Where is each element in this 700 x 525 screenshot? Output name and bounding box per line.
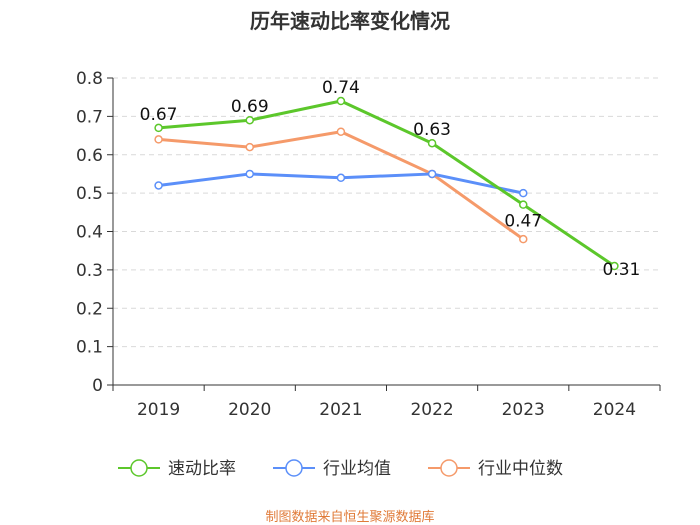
series-layer (154, 96, 619, 271)
y-tick-label: 0.4 (76, 223, 103, 243)
y-tick-label: 0.2 (76, 299, 103, 319)
series-point-1 (336, 96, 346, 106)
axes: 0 0.1 0.2 0.3 0.4 0.5 0.6 0.7 0.8 2019 2020 2021 202… (76, 69, 661, 420)
series-point-3 (336, 127, 346, 136)
data-label: 0.47 (504, 212, 542, 232)
legend-label: 行业均值 (323, 459, 391, 479)
source-note: 制图数据来自恒生聚源数据库 (265, 509, 434, 525)
series-point-1 (154, 123, 163, 133)
series-point-3 (154, 135, 163, 144)
series-point-3 (245, 142, 254, 152)
y-tick-label: 0 (92, 376, 103, 396)
x-tick-label: 2024 (593, 400, 636, 420)
series-point-2 (336, 173, 346, 183)
data-label: 0.63 (413, 120, 451, 140)
data-label: 0.31 (602, 260, 640, 280)
legend-swatch-marker (440, 459, 458, 477)
data-labels: 0.67 0.69 0.74 0.63 0.47 0.31 (140, 78, 641, 280)
x-tick-label: 2021 (319, 400, 362, 420)
y-tick-label: 0.3 (76, 261, 103, 281)
x-tick-label: 2022 (410, 400, 453, 420)
series-point-2 (245, 169, 254, 179)
legend[interactable]: 速动比率 行业均值 行业中位数 (118, 459, 563, 479)
series-point-1 (245, 115, 254, 125)
legend-swatch-marker (130, 459, 148, 477)
y-tick-label: 0.7 (76, 107, 103, 127)
data-label: 0.74 (322, 78, 360, 98)
series-point-2 (427, 169, 437, 179)
series-line-3 (158, 130, 525, 241)
series-point-1 (610, 261, 619, 271)
legend-label: 速动比率 (168, 459, 236, 479)
series-point-2 (519, 188, 528, 198)
y-tick-label: 0.6 (76, 146, 103, 166)
series-line-1 (158, 99, 616, 268)
chart-title: 历年速动比率变化情况 (250, 9, 450, 33)
legend-item-1[interactable]: 速动比率 (118, 459, 236, 479)
legend-swatch-marker (285, 459, 303, 477)
x-tick-label: 2023 (502, 400, 545, 420)
series-point-2 (154, 181, 163, 190)
series-point-1 (427, 138, 437, 148)
legend-item-2[interactable]: 行业均值 (273, 459, 391, 479)
data-label: 0.69 (231, 97, 269, 117)
gridlines (113, 77, 660, 348)
legend-label: 行业中位数 (478, 459, 563, 479)
series-point-3 (519, 234, 528, 244)
y-tick-label: 0.1 (76, 338, 103, 358)
data-label: 0.67 (140, 105, 178, 125)
y-tick-label: 0.8 (76, 69, 103, 89)
y-tick-label: 0.5 (76, 184, 103, 204)
series-point-1 (519, 200, 528, 209)
x-tick-label: 2019 (137, 400, 180, 420)
legend-item-3[interactable]: 行业中位数 (428, 459, 563, 479)
x-tick-label: 2020 (228, 400, 271, 420)
